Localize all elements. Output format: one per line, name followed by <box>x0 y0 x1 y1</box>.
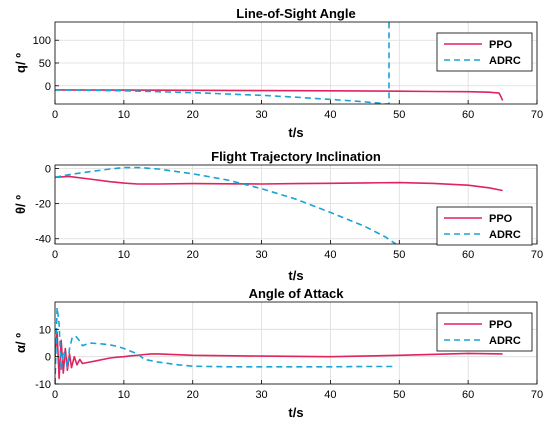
series-line-adrc <box>55 306 395 384</box>
x-tick-label: 70 <box>531 249 543 261</box>
x-tick-label: 30 <box>255 109 267 121</box>
x-tick-label: 60 <box>462 249 474 261</box>
series-line-ppo <box>55 89 504 101</box>
series-line-adrc <box>55 166 397 244</box>
x-tick-label: 0 <box>52 249 58 261</box>
x-tick-label: 50 <box>393 249 405 261</box>
x-tick-label: 0 <box>52 389 58 401</box>
x-tick-label: 10 <box>118 109 130 121</box>
x-tick-label: 10 <box>118 249 130 261</box>
chart-title: Line-of-Sight Angle <box>236 6 355 21</box>
legend: PPO ADRC <box>436 312 533 352</box>
y-tick-label: -40 <box>35 234 51 246</box>
y-tick-label: -20 <box>35 199 51 211</box>
y-tick-label: 0 <box>45 81 51 93</box>
series-line-adrc <box>55 22 390 104</box>
y-tick-label: 100 <box>33 35 51 47</box>
x-tick-label: 70 <box>531 109 543 121</box>
legend-label-adrc: ADRC <box>489 229 521 241</box>
chart-title: Flight Trajectory Inclination <box>211 149 381 164</box>
y-axis-label: q/ º <box>13 53 28 73</box>
y-tick-label: 0 <box>45 352 51 364</box>
x-tick-label: 50 <box>393 109 405 121</box>
legend-label-adrc: ADRC <box>489 335 521 347</box>
y-tick-label: 50 <box>39 58 51 70</box>
x-tick-label: 70 <box>531 389 543 401</box>
y-axis-label: α/ º <box>13 333 28 353</box>
x-tick-label: 30 <box>255 249 267 261</box>
subplot-1: 0 10 20 30 40 50 60 70 0 50 100 Line-of-Sight Angle… <box>13 6 543 140</box>
x-tick-label: 0 <box>52 109 58 121</box>
y-axis-label: θ/ º <box>13 195 28 214</box>
x-axis-label: t/s <box>288 125 303 140</box>
legend-box <box>436 312 533 352</box>
series-group <box>55 22 504 104</box>
x-tick-label: 40 <box>324 109 336 121</box>
series-group <box>55 166 503 244</box>
x-axis-label: t/s <box>288 268 303 283</box>
x-tick-label: 60 <box>462 109 474 121</box>
legend: PPO ADRC <box>436 206 533 246</box>
chart-title: Angle of Attack <box>249 286 345 301</box>
x-tick-label: 10 <box>118 389 130 401</box>
subplot-2: 0 10 20 30 40 50 60 70 0 -20 -40 Flight Trajectory … <box>13 149 543 283</box>
y-tick-label: 0 <box>45 164 51 176</box>
legend-label-ppo: PPO <box>489 213 513 225</box>
legend: PPO ADRC <box>436 32 533 72</box>
axes-box <box>54 301 538 385</box>
y-tick-label: -10 <box>35 379 51 391</box>
axes-box <box>54 164 538 245</box>
legend-label-ppo: PPO <box>489 319 513 331</box>
legend-label-adrc: ADRC <box>489 55 521 67</box>
x-tick-label: 20 <box>187 249 199 261</box>
x-tick-label: 30 <box>255 389 267 401</box>
x-tick-label: 40 <box>324 249 336 261</box>
legend-box <box>436 32 533 72</box>
x-tick-label: 60 <box>462 389 474 401</box>
x-tick-label: 40 <box>324 389 336 401</box>
legend-box <box>436 206 533 246</box>
series-line-ppo <box>55 331 503 380</box>
x-axis-label: t/s <box>288 405 303 420</box>
series-group <box>55 306 503 384</box>
x-tick-label: 20 <box>187 389 199 401</box>
legend-label-ppo: PPO <box>489 39 513 51</box>
series-line-ppo <box>55 175 503 192</box>
x-tick-label: 20 <box>187 109 199 121</box>
x-tick-label: 50 <box>393 389 405 401</box>
y-tick-label: 10 <box>39 324 51 336</box>
